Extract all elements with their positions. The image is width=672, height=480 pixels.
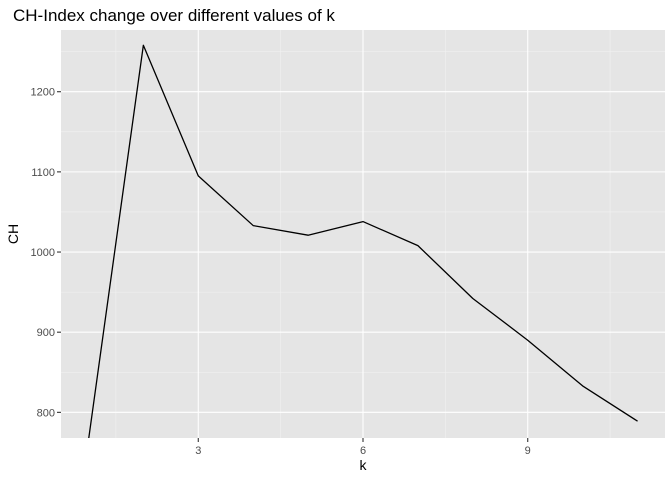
series-line: [88, 44, 638, 438]
x-tick-label: 6: [360, 445, 366, 457]
y-tick-label: 1200: [31, 87, 55, 99]
y-tick-label: 1000: [31, 247, 55, 259]
x-tick-label: 9: [525, 445, 531, 457]
major-gridlines: [61, 30, 665, 438]
y-tick-label: 800: [37, 407, 55, 419]
x-tick-label: 3: [195, 445, 201, 457]
y-axis-title: CH: [5, 224, 21, 244]
x-axis-ticks: 3 6 9: [195, 438, 531, 457]
chart-title: CH-Index change over different values of…: [13, 6, 335, 25]
y-axis-ticks: 800 900 1000 1100 1200: [31, 87, 61, 419]
y-tick-label: 1100: [31, 167, 55, 179]
series-layer: [88, 44, 638, 438]
x-axis-title: k: [360, 457, 368, 473]
y-tick-label: 900: [37, 327, 55, 339]
